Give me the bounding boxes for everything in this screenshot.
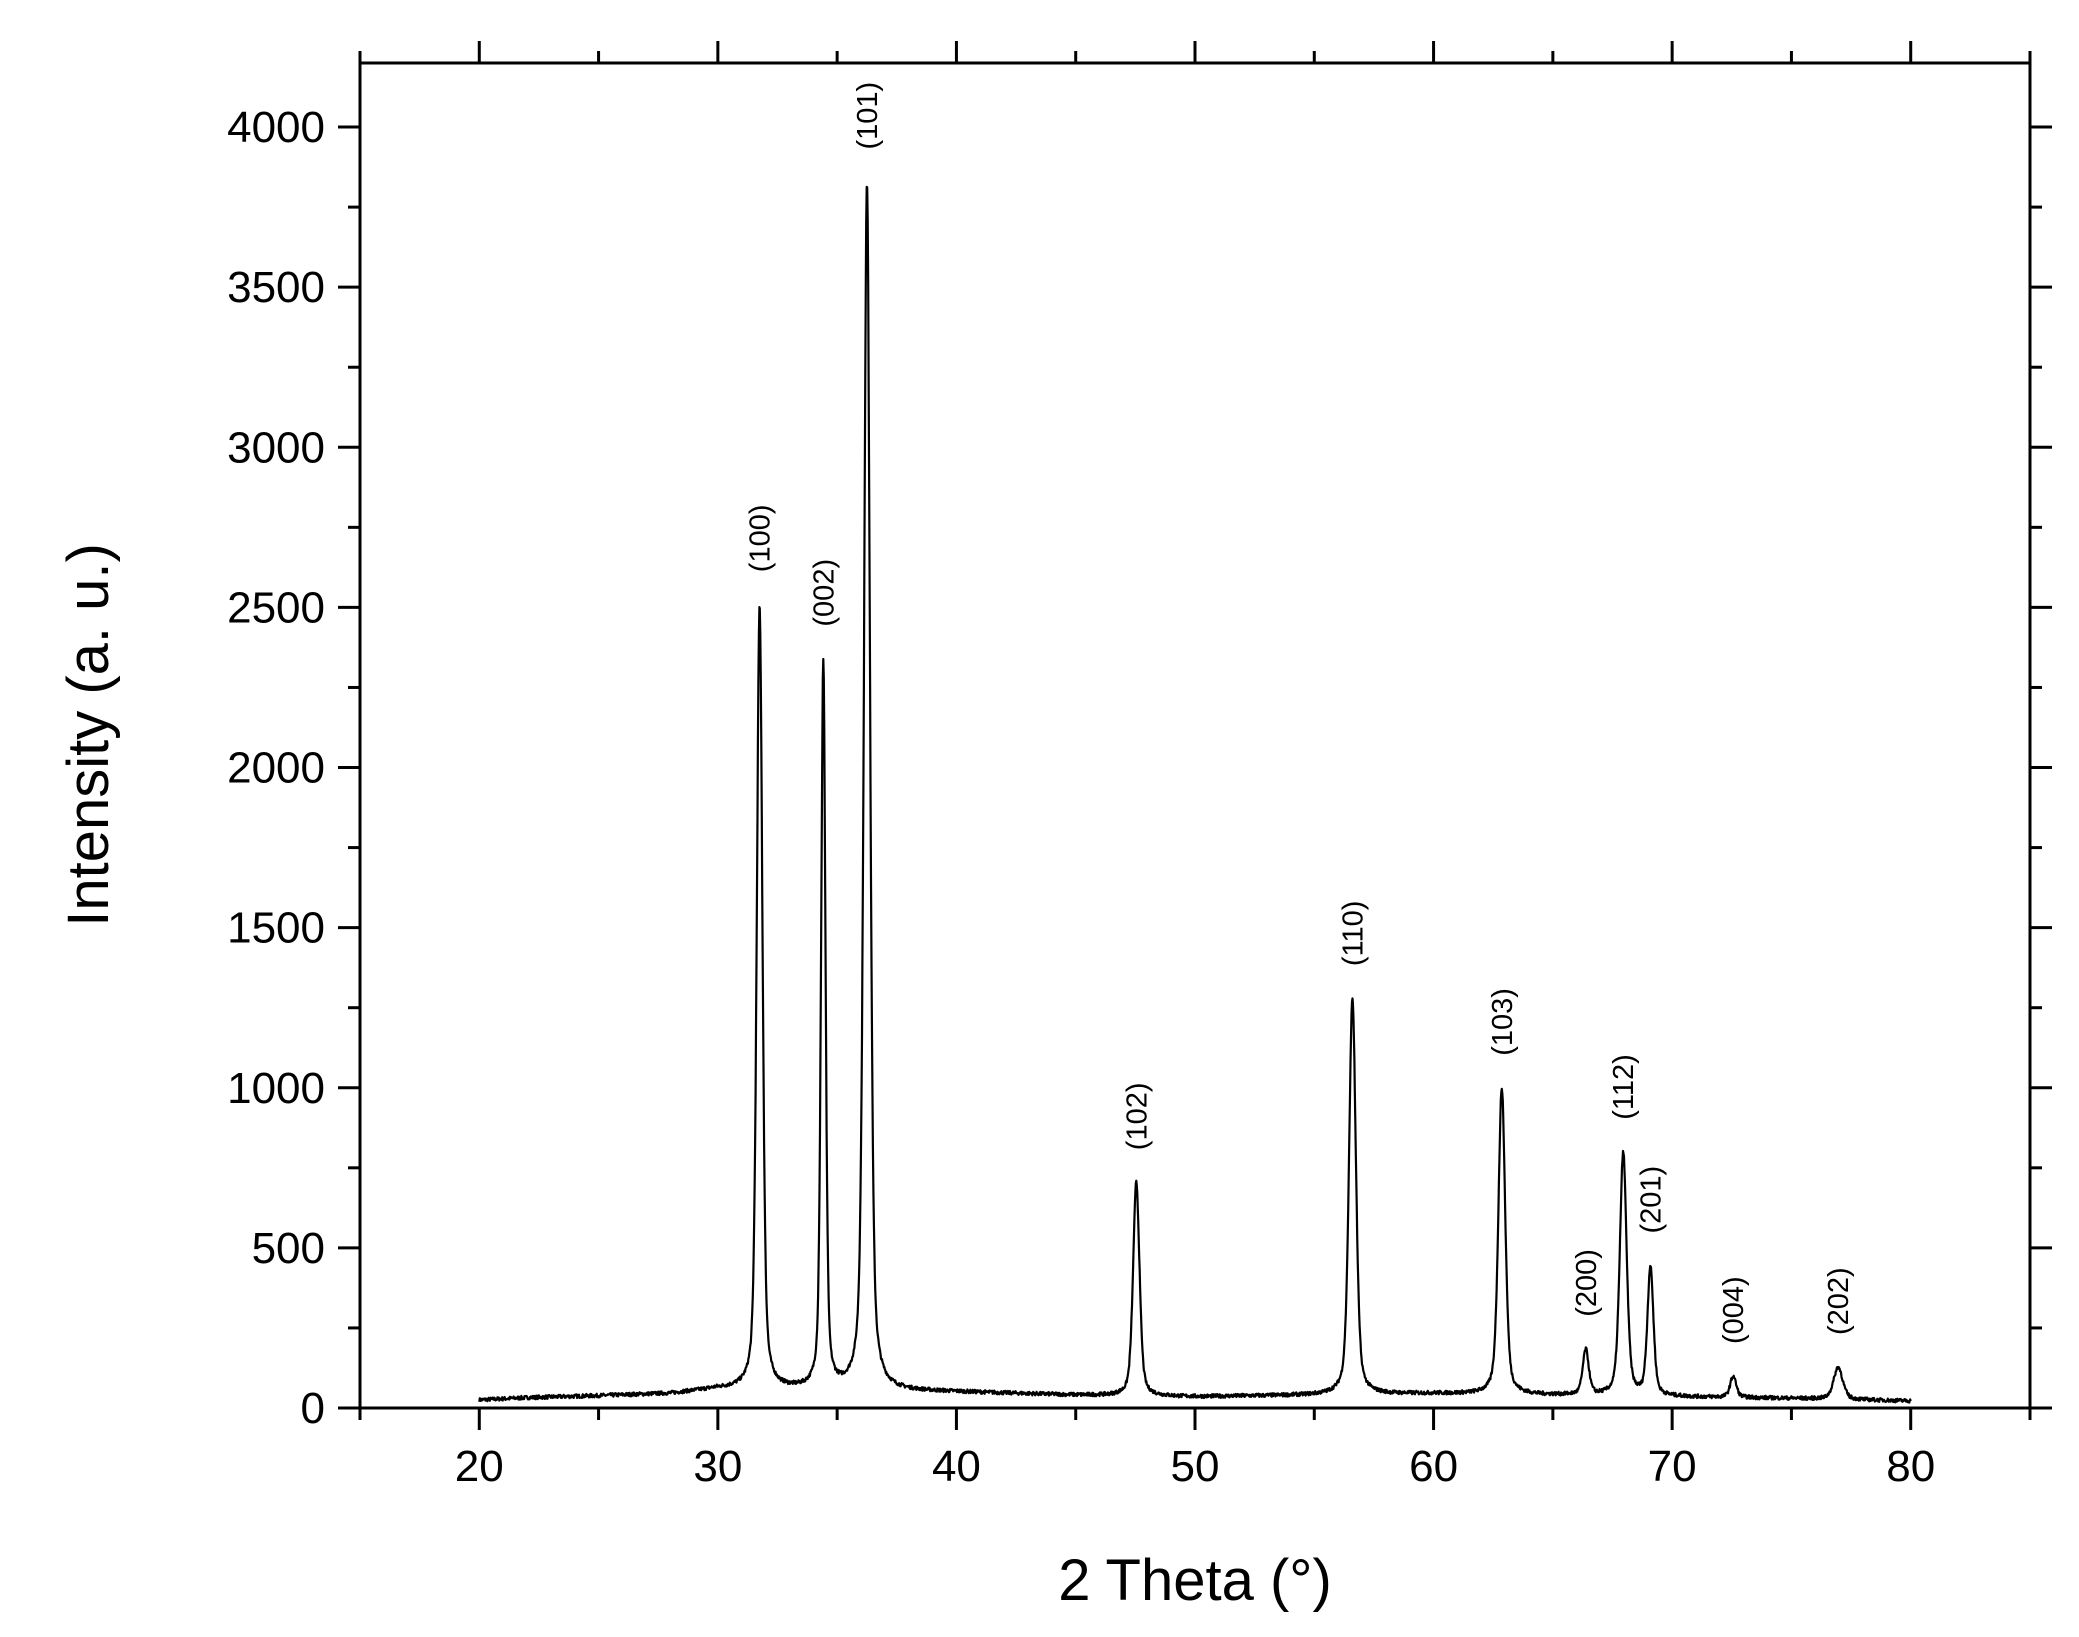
- peak-label: (202): [1823, 1267, 1855, 1335]
- peak-label: (100): [745, 504, 777, 572]
- y-tick-label: 1500: [227, 904, 325, 953]
- peak-label: (002): [808, 559, 840, 627]
- x-tick-label: 50: [1171, 1442, 1220, 1491]
- peak-labels: (100) (002) (101) (102) (110) (103) (200) (112)…: [745, 82, 1856, 1344]
- y-tick-label: 0: [301, 1384, 325, 1433]
- x-tick-label: 70: [1648, 1442, 1697, 1491]
- y-tick-label: 3000: [227, 423, 325, 472]
- x-tick-label: 30: [693, 1442, 742, 1491]
- peak-label: (102): [1121, 1082, 1153, 1150]
- axis-ticks: [338, 41, 2052, 1430]
- y-axis-title: Intensity (a. u.): [56, 543, 121, 927]
- peak-label: (200): [1571, 1249, 1603, 1317]
- peak-label: (101): [852, 82, 884, 150]
- y-tick-label: 2000: [227, 744, 325, 793]
- y-tick-label: 1000: [227, 1064, 325, 1113]
- x-tick-label: 60: [1409, 1442, 1458, 1491]
- diffraction-pattern-line: [478, 185, 1912, 1404]
- y-tick-label: 2500: [227, 583, 325, 632]
- x-tick-label: 20: [455, 1442, 504, 1491]
- plot-frame: [358, 61, 2032, 1410]
- x-axis-title: 2 Theta (°): [1058, 1548, 1332, 1613]
- x-tick-label: 80: [1886, 1442, 1935, 1491]
- y-tick-label: 500: [252, 1224, 325, 1273]
- axis-tick-labels: 20 30 40 50 60 70 80 0 500 1000 1500 2000 2500 3000 35…: [227, 103, 1935, 1491]
- peak-label: (112): [1608, 1054, 1640, 1120]
- peak-label: (110): [1338, 901, 1370, 967]
- x-tick-label: 40: [932, 1442, 981, 1491]
- peak-label: (201): [1635, 1166, 1667, 1234]
- y-tick-label: 3500: [227, 263, 325, 312]
- y-tick-label: 4000: [227, 103, 325, 152]
- peak-label: (103): [1487, 988, 1519, 1056]
- peak-label: (004): [1718, 1276, 1750, 1344]
